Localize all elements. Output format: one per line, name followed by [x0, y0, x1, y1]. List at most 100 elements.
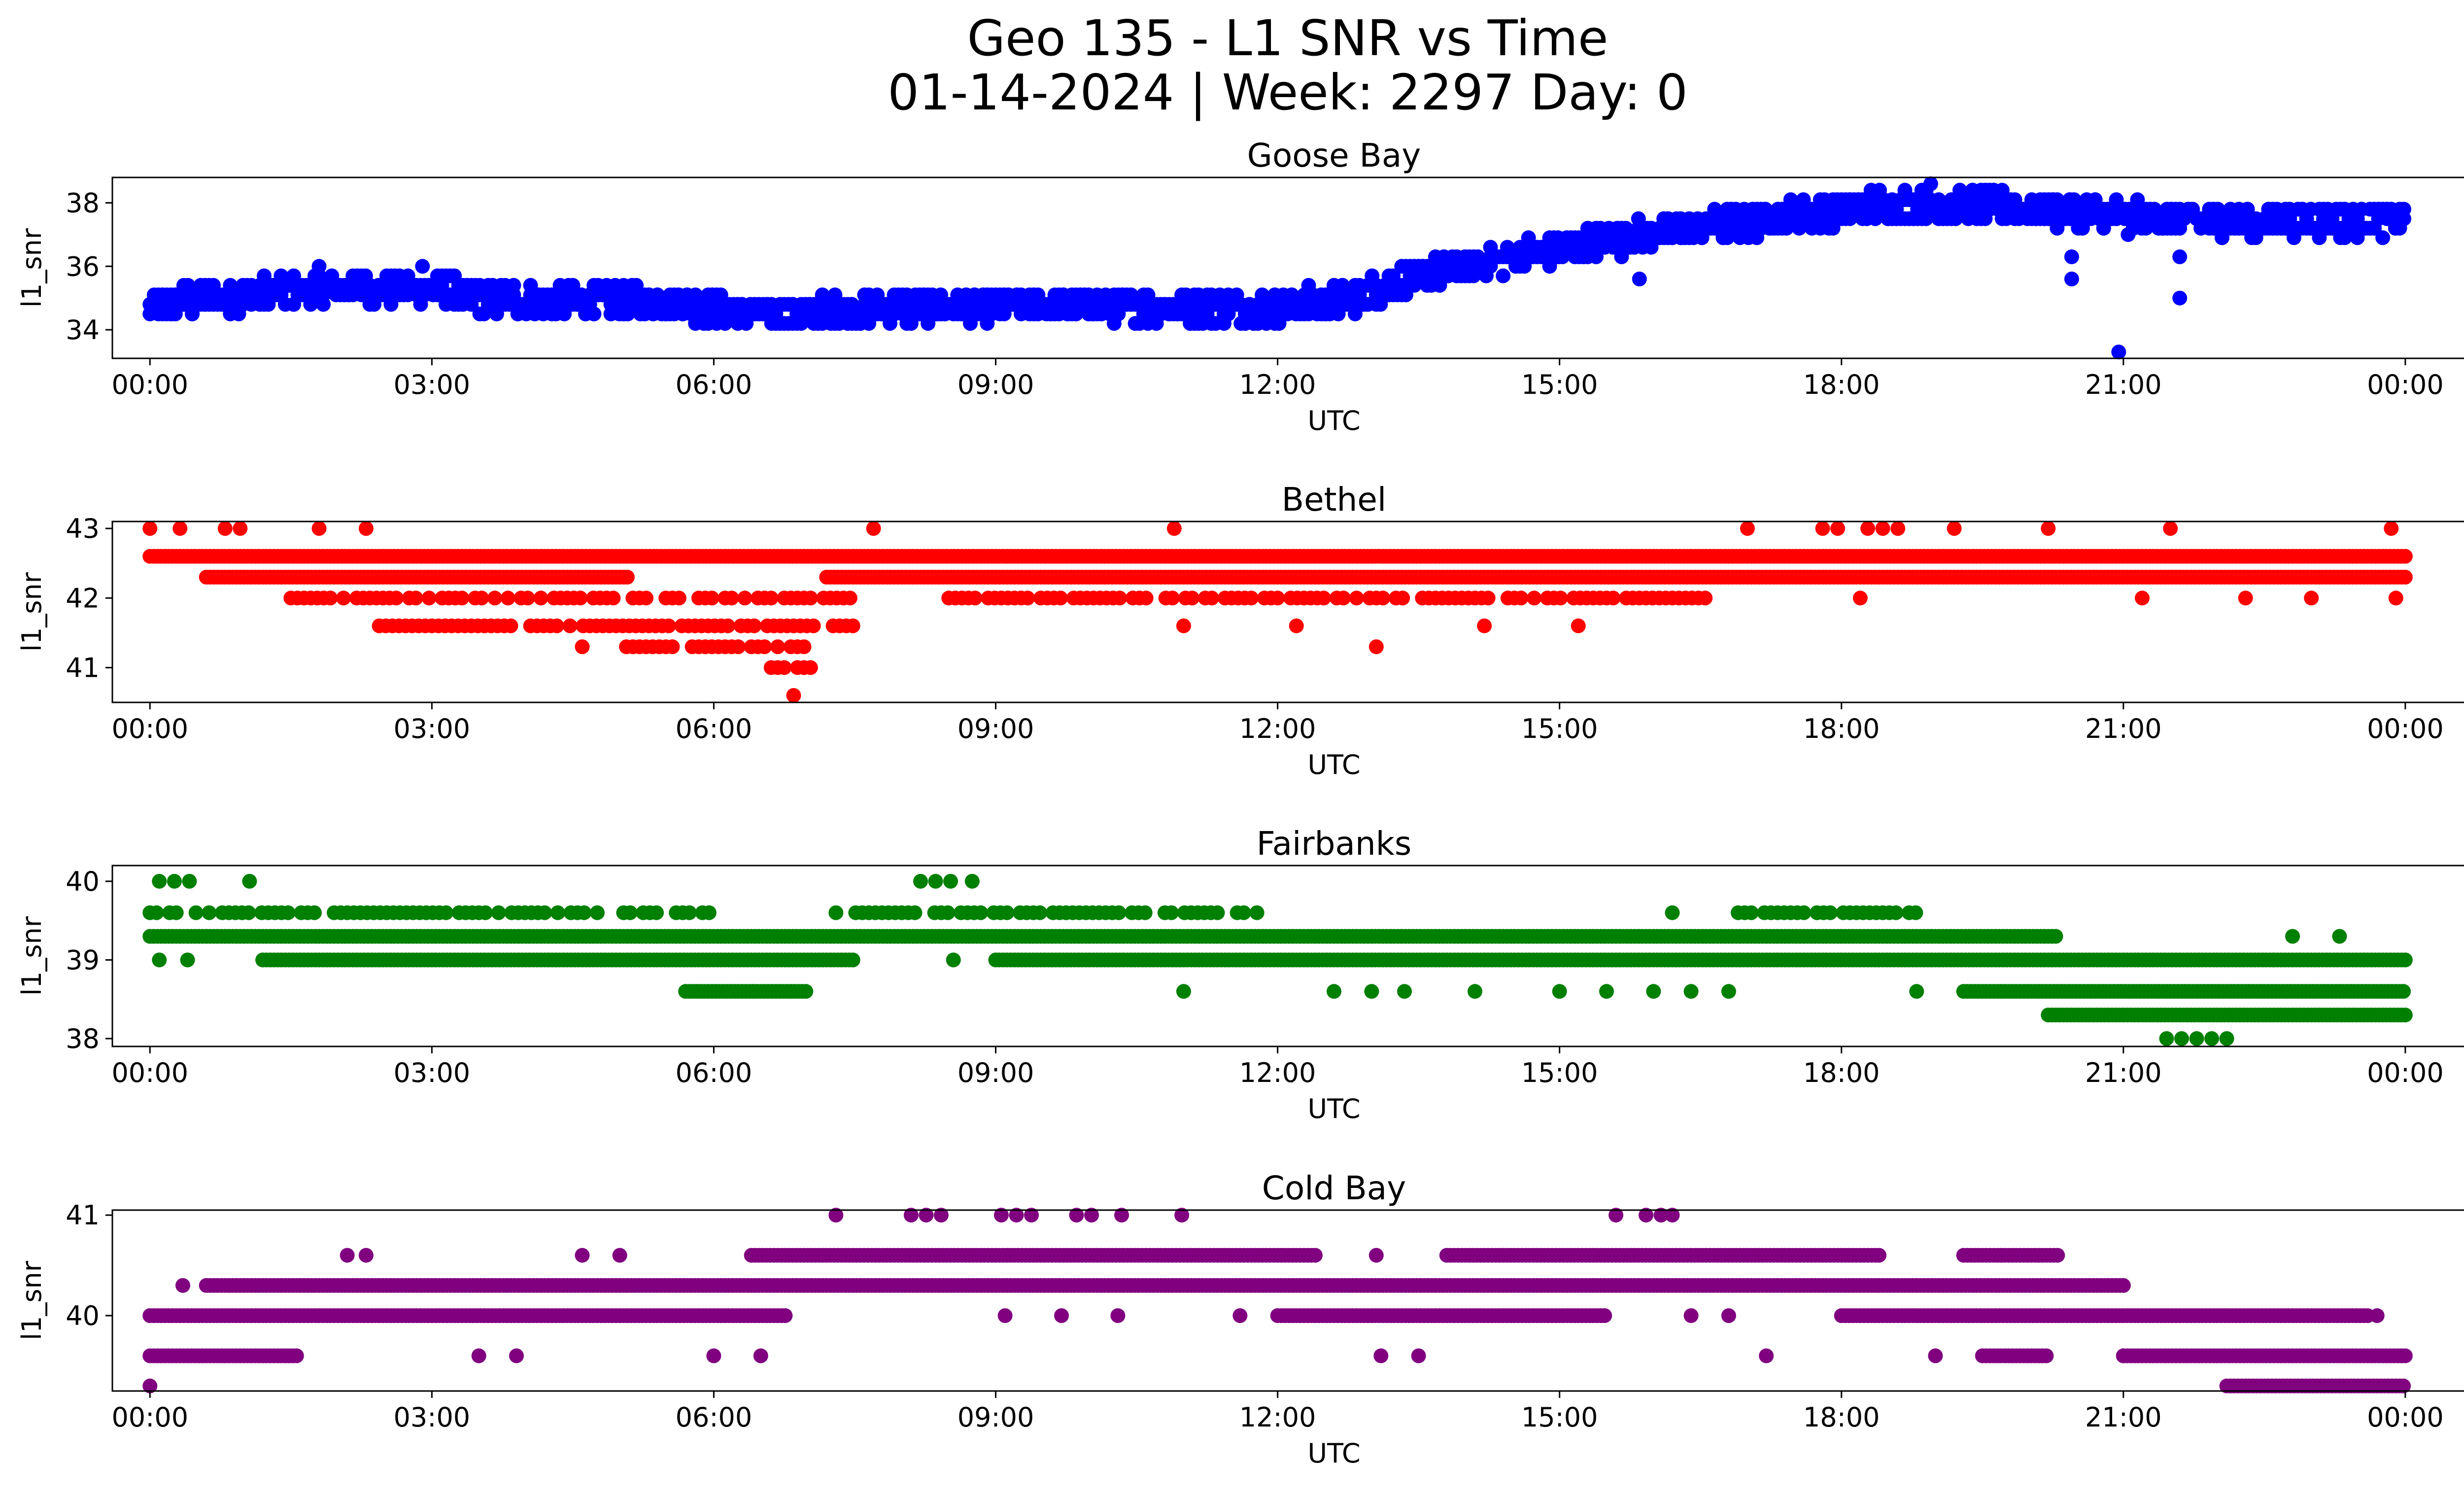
data-points	[142, 521, 2413, 703]
x-tick-label: 06:00	[676, 369, 753, 400]
data-point	[2121, 227, 2136, 242]
data-point	[1112, 591, 1128, 606]
data-point	[1698, 591, 1713, 606]
data-point	[1646, 984, 1661, 999]
data-point	[1683, 984, 1699, 999]
data-point	[1589, 249, 1604, 264]
x-axis-label: UTC	[1307, 405, 1360, 436]
data-point	[671, 591, 686, 606]
data-point	[1599, 984, 1614, 999]
data-point	[454, 591, 470, 606]
x-tick-label: 12:00	[1239, 1057, 1316, 1088]
x-tick-label: 00:00	[111, 369, 188, 400]
data-point	[2396, 211, 2411, 226]
data-point	[1176, 618, 1191, 633]
data-point	[713, 287, 728, 303]
data-point	[388, 591, 404, 606]
y-tick-label: 39	[66, 944, 100, 975]
data-point	[1375, 591, 1391, 606]
data-point	[1176, 984, 1191, 999]
x-tick-label: 15:00	[1521, 369, 1598, 400]
data-point	[1852, 591, 1868, 606]
x-tick-label: 06:00	[676, 713, 753, 744]
data-point	[2304, 591, 2319, 606]
x-tick-label: 18:00	[1803, 1057, 1880, 1088]
data-point	[1236, 905, 1251, 920]
figure-title-line1: Geo 135 - L1 SNR vs Time	[967, 9, 1608, 67]
data-point	[1496, 268, 1511, 283]
data-point	[770, 639, 786, 655]
data-point	[1111, 306, 1126, 321]
data-point	[946, 952, 961, 968]
data-point	[2159, 1031, 2174, 1046]
data-point	[796, 639, 812, 655]
data-point	[1336, 591, 1351, 606]
data-point	[1480, 591, 1496, 606]
data-point	[1720, 230, 1735, 245]
data-point	[1606, 591, 1621, 606]
data-point	[1552, 984, 1567, 999]
data-point	[1665, 905, 1680, 920]
data-point	[2135, 591, 2150, 606]
x-tick-label: 00:00	[2367, 713, 2444, 744]
data-point	[2075, 221, 2090, 236]
data-point	[757, 639, 772, 655]
data-point	[2397, 569, 2413, 585]
data-point	[1571, 618, 1586, 633]
data-point	[533, 591, 548, 606]
data-point	[1289, 618, 1304, 633]
data-point	[1020, 591, 1035, 606]
data-point	[167, 873, 182, 889]
data-point	[1316, 591, 1331, 606]
data-point	[1331, 306, 1346, 321]
data-point	[573, 591, 588, 606]
y-tick-label: 41	[66, 652, 100, 683]
data-point	[241, 905, 256, 920]
data-point	[1185, 591, 1200, 606]
x-tick-label: 09:00	[958, 369, 1034, 400]
data-point	[1614, 249, 1629, 264]
data-point	[152, 873, 167, 889]
data-point	[491, 905, 506, 920]
data-point	[964, 873, 980, 889]
data-points	[142, 176, 2411, 360]
data-point	[2172, 290, 2188, 306]
data-point	[845, 952, 860, 968]
data-point	[777, 660, 792, 675]
data-point	[311, 259, 327, 274]
data-point	[182, 873, 197, 889]
data-point	[913, 873, 928, 889]
x-tick-label: 00:00	[2367, 369, 2444, 400]
data-point	[620, 569, 635, 585]
subplot-title: Goose Bay	[1247, 137, 1421, 174]
y-tick-label: 42	[66, 583, 100, 614]
data-point	[478, 905, 493, 920]
data-point	[1815, 521, 1830, 536]
data-point	[1994, 182, 2010, 198]
x-tick-label: 03:00	[394, 713, 471, 744]
data-point	[2048, 929, 2063, 944]
data-point	[2332, 929, 2347, 944]
data-point	[1632, 272, 1647, 286]
data-point	[2041, 521, 2056, 536]
data-point	[1553, 591, 1568, 606]
data-point	[1204, 591, 1220, 606]
data-point	[701, 905, 717, 920]
data-point	[828, 905, 844, 920]
data-point	[2384, 521, 2399, 536]
data-point	[747, 618, 762, 633]
data-point	[928, 873, 943, 889]
data-point	[336, 591, 351, 606]
data-point	[661, 618, 676, 633]
data-point	[152, 952, 167, 968]
data-point	[1513, 591, 1529, 606]
data-point	[1249, 905, 1265, 920]
data-point	[731, 639, 746, 655]
y-tick-label: 34	[66, 314, 100, 346]
data-point	[1890, 521, 1906, 536]
data-point	[1721, 984, 1736, 999]
data-point	[2397, 1008, 2413, 1023]
data-point	[311, 521, 327, 536]
